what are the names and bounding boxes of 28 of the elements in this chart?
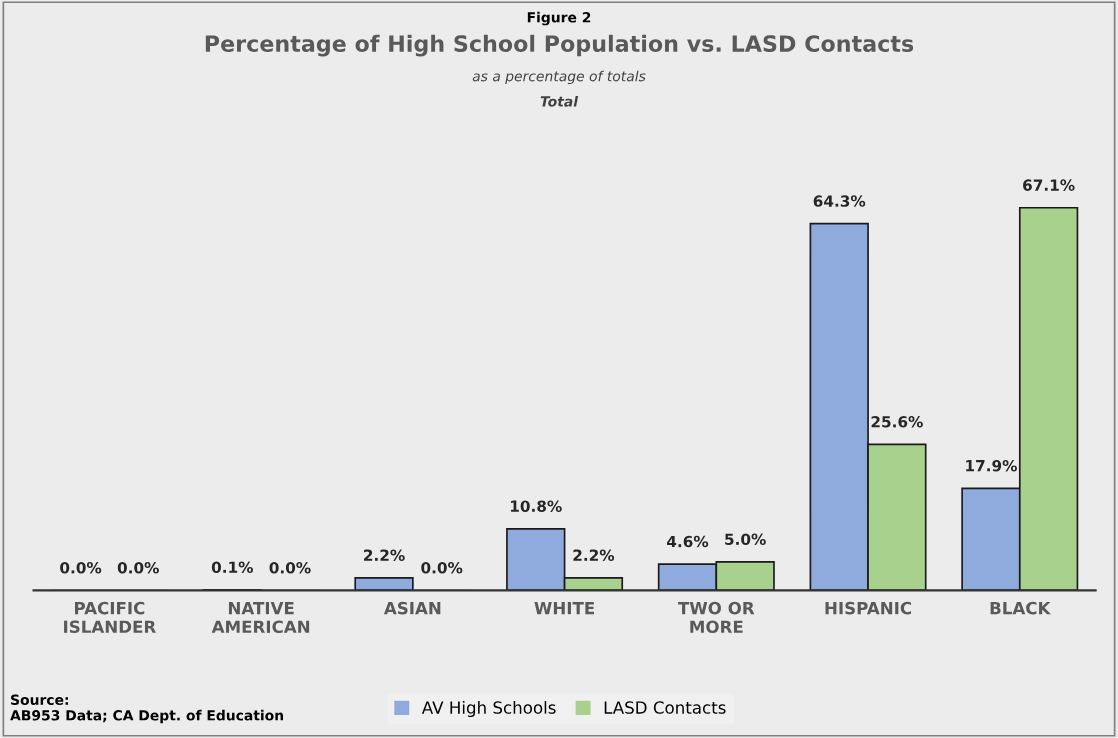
x-tick-label: HISPANIC: [825, 601, 912, 615]
data-label: 0.0%: [421, 561, 463, 574]
x-tick-label: ASIAN: [383, 601, 441, 615]
text: Total: [540, 95, 579, 107]
data-label: 0.0%: [117, 561, 159, 574]
caption: Figure 2: [527, 11, 591, 26]
data-label: 67.1%: [1023, 179, 1075, 191]
data-label: 25.6%: [871, 416, 923, 428]
data-label: 0.1%: [211, 561, 253, 573]
data-label: 17.9%: [966, 459, 1017, 472]
x-tick-label: WHITE: [534, 602, 595, 615]
x-tick-label: PACIFIC ISLANDER: [64, 601, 156, 634]
x-tick-label: NATIVE AMERICAN: [211, 602, 310, 634]
data-label: 4.6%: [666, 535, 709, 548]
data-label: 0.0%: [269, 561, 311, 574]
x-tick-label: BLACK: [990, 601, 1051, 615]
source-note: Source: AB953 Data; CA Dept. of Education: [10, 694, 284, 724]
chart-subtitle: as a percentage of totals: [472, 70, 646, 85]
chart-title: Percentage of High School Population vs. LASD Contacts: [205, 34, 914, 57]
data-label: 2.2%: [573, 549, 615, 561]
data-label: 64.3%: [813, 195, 866, 207]
data-label: 0.0%: [60, 561, 102, 574]
data-label: 5.0%: [725, 533, 766, 546]
legend-label: AV High Schools: [421, 700, 556, 718]
legend-label: LASD Contacts: [604, 701, 726, 714]
data-label: 2.2%: [364, 549, 405, 561]
data-label: 10.8%: [510, 500, 562, 512]
x-tick-label: TWO OR MORE: [678, 601, 755, 634]
